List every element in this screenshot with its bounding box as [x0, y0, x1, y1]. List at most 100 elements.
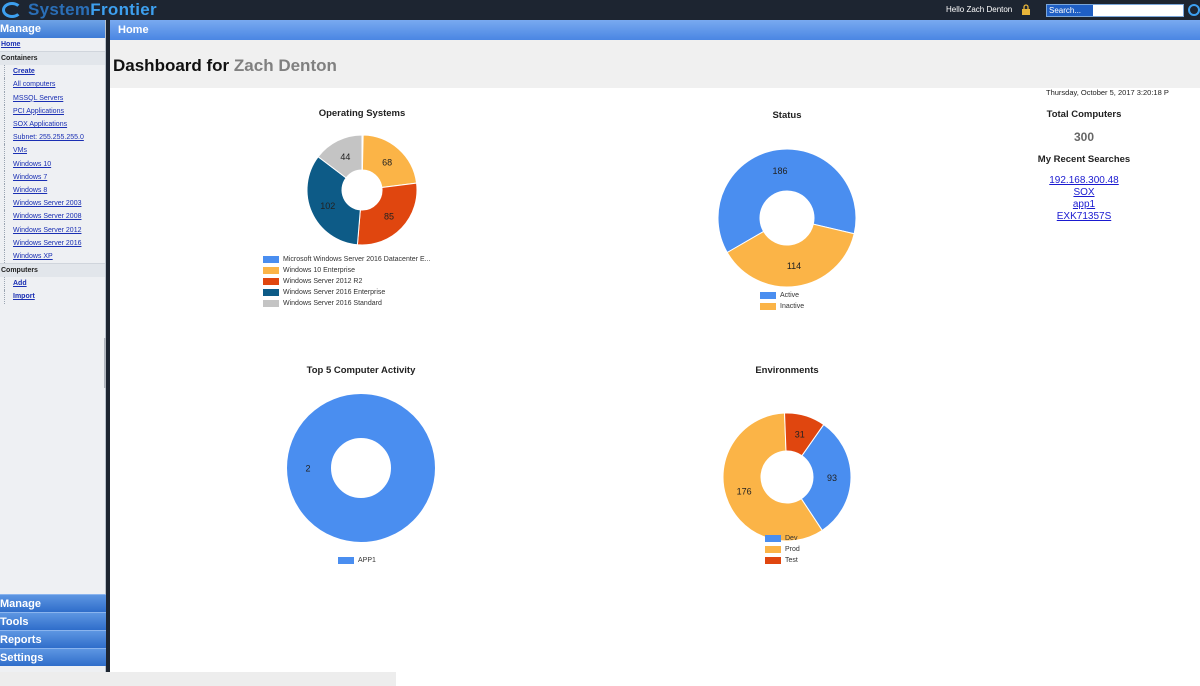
slice-value-label: 68 — [382, 158, 392, 168]
legend-item[interactable]: Microsoft Windows Server 2016 Datacenter… — [263, 254, 430, 265]
sidebar-item-subnet-255-255-255-0[interactable]: Subnet: 255.255.255.0 — [4, 131, 105, 145]
legend-item[interactable]: Windows Server 2012 R2 — [263, 276, 430, 287]
chart-title-status: Status — [772, 110, 802, 121]
lock-icon[interactable] — [1021, 4, 1031, 15]
summary-panel: Total Computers 300 My Recent Searches 1… — [1016, 109, 1152, 223]
sidebar-item-sox-applications[interactable]: SOX Applications — [4, 118, 105, 132]
legend-label: Windows Server 2012 R2 — [283, 278, 363, 285]
slice-value-label: 44 — [340, 152, 350, 162]
legend-label: Windows Server 2016 Enterprise — [283, 289, 386, 296]
breadcrumb: Home — [110, 20, 1200, 40]
top-bar: SystemFrontier Hello Zach Denton Search.… — [0, 0, 1200, 20]
slice-windows-10-enterprise[interactable] — [361, 134, 418, 189]
search-icon[interactable] — [1188, 4, 1200, 16]
search-placeholder: Search... — [1049, 6, 1082, 15]
slice-windows-server-2016-standard[interactable] — [317, 134, 363, 179]
slice-value-label: 102 — [320, 201, 335, 211]
sidebar-item-pci-applications[interactable]: PCI Applications — [4, 104, 105, 119]
legend-item[interactable]: Windows 10 Enterprise — [263, 265, 430, 276]
sidebar-button-settings[interactable]: Settings — [0, 648, 106, 666]
sidebar-item-all-computers[interactable]: All computers — [4, 78, 105, 92]
donut-chart-environments[interactable]: 93 176 31 — [719, 409, 855, 545]
main-content: Home Dashboard for Zach Denton Thursday,… — [110, 20, 1200, 686]
sidebar-button-manage[interactable]: Manage — [0, 594, 106, 612]
total-computers-label: Total Computers — [1046, 109, 1122, 120]
legend-label: Microsoft Windows Server 2016 Datacenter… — [283, 256, 431, 263]
sidebar-button-reports[interactable]: Reports — [0, 630, 106, 648]
legend-top-5-computer-activity: APP1 — [338, 555, 376, 566]
donut-chart-operating-systems[interactable]: 1688510244 — [303, 131, 421, 249]
user-greeting: Hello Zach Denton — [946, 5, 1013, 14]
legend-swatch — [760, 303, 776, 310]
slice-dev[interactable] — [800, 423, 852, 532]
donut-chart-status[interactable]: 186 114 — [714, 145, 860, 291]
legend-swatch — [765, 557, 781, 564]
slice-value-label: 31 — [795, 429, 805, 439]
sidebar-button-tools[interactable]: Tools — [0, 612, 106, 630]
slice-test[interactable] — [784, 412, 825, 457]
legend-item[interactable]: APP1 — [338, 555, 376, 566]
legend-item[interactable]: Test — [765, 555, 800, 566]
sidebar-item-windows-server-2008[interactable]: Windows Server 2008 — [4, 210, 105, 224]
legend-swatch — [263, 300, 279, 307]
recent-search-link[interactable]: app1 — [1072, 199, 1096, 210]
legend-swatch — [765, 535, 781, 542]
legend-swatch — [263, 256, 279, 263]
slice-prod[interactable] — [722, 412, 823, 542]
sidebar-item-add[interactable]: Add — [4, 277, 105, 291]
legend-item[interactable]: Inactive — [760, 301, 804, 312]
recent-searches-list: 192.168.300.48 SOX app1 EXK71357S — [1016, 175, 1152, 223]
legend-environments: Dev Prod Test — [765, 533, 800, 566]
sidebar-item-windows-server-2016[interactable]: Windows Server 2016 — [4, 236, 105, 251]
slice-value-label: 85 — [384, 211, 394, 221]
recent-search-link[interactable]: SOX — [1073, 187, 1095, 198]
slice-windows-server-2016-enterprise[interactable] — [306, 156, 361, 246]
slice-app1[interactable] — [287, 394, 435, 542]
sidebar-item-windows-server-2003[interactable]: Windows Server 2003 — [4, 197, 105, 211]
legend-item[interactable]: Active — [760, 290, 804, 301]
sidebar-item-windows-server-2012[interactable]: Windows Server 2012 — [4, 223, 105, 237]
slice-value-label: 186 — [772, 166, 787, 176]
donut-chart-top-5-computer-activity[interactable]: 2 — [283, 390, 439, 546]
app-logo[interactable]: SystemFrontier — [2, 0, 157, 19]
slice-windows-server-2012-r2[interactable] — [356, 182, 418, 246]
slice-value-label: 93 — [827, 473, 837, 483]
sidebar-bottom-menu: Manage Tools Reports Settings — [0, 594, 106, 666]
legend-operating-systems: Microsoft Windows Server 2016 Datacenter… — [263, 254, 430, 309]
slice-inactive[interactable] — [726, 223, 855, 288]
recent-search-link[interactable]: EXK71357S — [1056, 211, 1112, 222]
container-links: Create All computers MSSQL Servers PCI Appl… — [0, 65, 105, 264]
slice-value-label: 114 — [787, 261, 801, 271]
logo-icon — [2, 2, 22, 18]
sidebar: Manage Home Containers Create All compute… — [0, 20, 108, 686]
sidebar-header-manage[interactable]: Manage — [0, 20, 105, 38]
legend-swatch — [263, 278, 279, 285]
sidebar-item-windows-8[interactable]: Windows 8 — [4, 184, 105, 198]
sidebar-section-computers: Computers — [0, 263, 105, 278]
sidebar-item-mssql-servers[interactable]: MSSQL Servers — [4, 91, 105, 105]
title-bar: Dashboard for Zach Denton — [110, 40, 1200, 88]
sidebar-item-import[interactable]: Import — [4, 290, 105, 304]
sidebar-item-create[interactable]: Create — [4, 65, 105, 79]
legend-item[interactable]: Prod — [765, 544, 800, 555]
legend-label: APP1 — [358, 557, 376, 564]
sidebar-item-windows-xp[interactable]: Windows XP — [4, 250, 105, 264]
chart-title-environments: Environments — [755, 365, 819, 376]
sidebar-item-windows-7[interactable]: Windows 7 — [4, 170, 105, 185]
sidebar-item-vms[interactable]: VMs — [4, 144, 105, 158]
legend-item[interactable]: Dev — [765, 533, 800, 544]
sidebar-item-windows-10[interactable]: Windows 10 — [4, 157, 105, 171]
legend-label: Dev — [785, 535, 798, 542]
page-title-user: Zach Denton — [233, 56, 337, 75]
slice-active[interactable] — [717, 148, 857, 254]
slice-value-label: 176 — [737, 486, 752, 496]
breadcrumb-home[interactable]: Home — [118, 24, 149, 36]
recent-searches-label: My Recent Searches — [1037, 154, 1131, 165]
recent-search-link[interactable]: 192.168.300.48 — [1049, 175, 1119, 186]
chart-title-top-5-computer-activity: Top 5 Computer Activity — [306, 365, 416, 376]
legend-item[interactable]: Windows Server 2016 Standard — [263, 298, 430, 309]
legend-item[interactable]: Windows Server 2016 Enterprise — [263, 287, 430, 298]
page-title: Dashboard for Zach Denton — [113, 56, 337, 75]
logo-text: SystemFrontier — [28, 0, 157, 19]
sidebar-item-home[interactable]: Home — [1, 41, 21, 48]
